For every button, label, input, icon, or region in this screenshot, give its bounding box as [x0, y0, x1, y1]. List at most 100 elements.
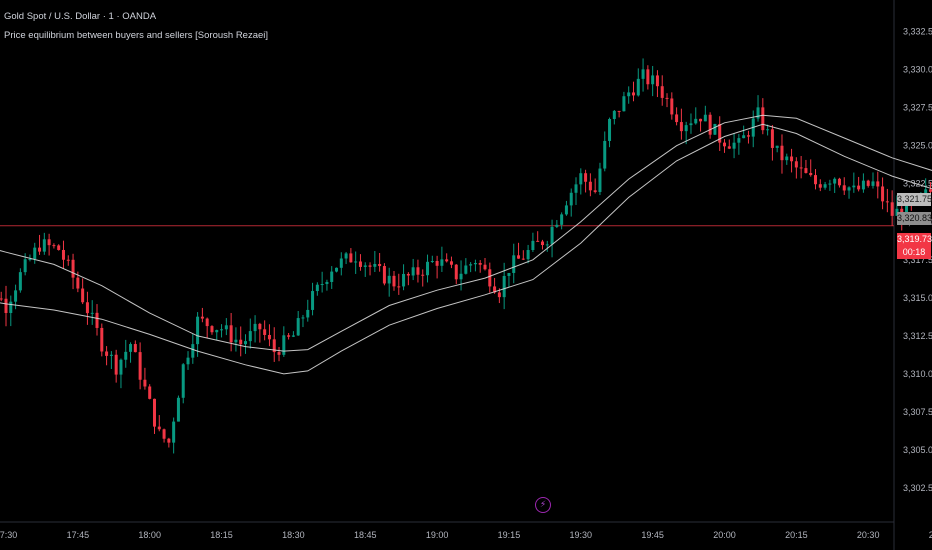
candle-body: [148, 386, 152, 399]
candle-body: [267, 334, 271, 340]
candle-body: [641, 69, 645, 79]
candle-body: [842, 185, 846, 191]
candle-body: [354, 261, 358, 263]
candle-body: [493, 286, 497, 293]
candle-body: [483, 264, 487, 270]
candle-body: [200, 316, 204, 319]
candle-body: [90, 312, 94, 314]
candle-body: [397, 286, 401, 288]
candle-body: [239, 339, 243, 345]
candle-body: [905, 200, 909, 218]
candle-body: [694, 118, 698, 124]
candle-body: [502, 275, 506, 298]
candle-body: [608, 119, 612, 141]
lightning-icon[interactable]: ⚡: [535, 497, 551, 513]
time-axis[interactable]: 17:30 17:45 18:00 18:15 18:30 18:45 19:00 19:15…: [0, 530, 932, 540]
candle-body: [679, 122, 683, 132]
candle-body: [699, 118, 703, 122]
candle-body: [124, 351, 128, 360]
price-tick-label: 3,327.500: [903, 103, 932, 113]
candle-body: [344, 253, 348, 259]
time-tick-label: 19:15: [498, 530, 521, 540]
candle-body: [234, 339, 238, 343]
candle-body: [229, 325, 233, 343]
candle-body: [785, 156, 789, 161]
candle-body: [215, 330, 219, 333]
candle-body: [315, 284, 319, 292]
candle-body: [488, 269, 492, 287]
candle-body: [814, 175, 818, 185]
candle-body: [713, 123, 717, 135]
candle-body: [81, 288, 85, 303]
candle-body: [363, 265, 367, 267]
candle-body: [881, 186, 885, 202]
candle-body: [119, 359, 123, 375]
candle-body: [66, 259, 70, 261]
candle-body: [253, 323, 257, 332]
candle-body: [540, 241, 544, 246]
price-tick-label: 3,317.500: [903, 255, 932, 265]
candle-body: [196, 316, 200, 345]
candle-body: [885, 201, 889, 203]
candle-body: [368, 265, 372, 267]
candle-body: [411, 267, 415, 276]
candle-body: [871, 181, 875, 186]
candle-body: [181, 364, 185, 398]
candle-body: [406, 273, 410, 276]
time-tick-label: 18:45: [354, 530, 377, 540]
candle-body: [703, 114, 707, 122]
candle-body: [191, 344, 195, 358]
candle-body: [282, 335, 286, 355]
candle-body: [684, 125, 688, 132]
candle-body: [402, 273, 406, 287]
price-tick-label: 3,312.500: [903, 331, 932, 341]
candle-body: [555, 224, 559, 227]
candle-body: [473, 262, 477, 265]
candle-body: [809, 172, 813, 176]
time-tick-label: 17:30: [0, 530, 17, 540]
candle-body: [109, 354, 113, 356]
candle-body: [114, 354, 118, 375]
price-tick-label: 3,307.500: [903, 407, 932, 417]
candle-body: [186, 357, 190, 365]
candle-body: [258, 323, 262, 330]
candle-body: [205, 318, 209, 327]
candle-body: [622, 96, 626, 112]
candle-body: [47, 239, 51, 246]
candle-body: [440, 259, 444, 266]
candle-body: [373, 263, 377, 267]
candle-body: [42, 239, 46, 252]
candle-body: [924, 189, 928, 194]
candle-body: [550, 226, 554, 245]
candle-body: [746, 135, 750, 137]
upper-band-price-tag: 3,321.758: [897, 193, 932, 206]
candle-body: [876, 181, 880, 187]
candle-body: [545, 244, 549, 246]
symbol-title[interactable]: Gold Spot / U.S. Dollar · 1 · OANDA: [4, 11, 157, 22]
indicator-title[interactable]: Price equilibrium between buyers and sel…: [4, 30, 269, 41]
candle-body: [349, 253, 353, 263]
candle-body: [732, 142, 736, 149]
candle-body: [57, 245, 61, 250]
candle-body: [646, 69, 650, 85]
candle-body: [564, 205, 568, 215]
countdown-tag: 00:18: [897, 246, 931, 259]
candle-body: [382, 266, 386, 284]
candle-body: [866, 180, 870, 186]
price-tick-label: 3,310.000: [903, 369, 932, 379]
candle-body: [287, 335, 291, 337]
candle-body: [0, 298, 3, 300]
candle-body: [775, 145, 779, 148]
candle-body: [4, 298, 8, 313]
upper-band-line: [0, 114, 932, 352]
candle-body: [18, 272, 22, 291]
candle-body: [61, 249, 65, 260]
candle-body: [392, 275, 396, 287]
candle-body: [162, 429, 166, 439]
candle-body: [172, 421, 176, 443]
candle-body: [928, 189, 932, 192]
candle-body: [651, 75, 655, 85]
candle-body: [306, 309, 310, 318]
time-tick-label: 20:00: [713, 530, 736, 540]
